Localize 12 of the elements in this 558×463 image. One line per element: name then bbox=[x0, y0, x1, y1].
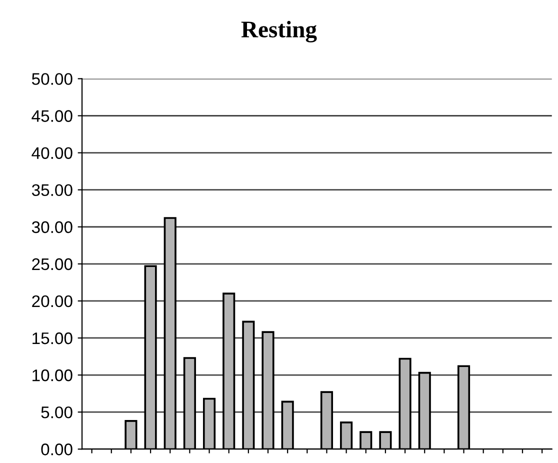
y-tick-label: 25.00 bbox=[32, 258, 72, 270]
chart-title: Resting bbox=[241, 20, 317, 42]
y-tick-label: 30.00 bbox=[32, 221, 72, 234]
y-tick-label: 0.00 bbox=[41, 444, 72, 456]
y-tick-label: 35.00 bbox=[32, 184, 72, 196]
y-tick-label: 40.00 bbox=[32, 147, 72, 159]
y-tick-label: 10.00 bbox=[32, 369, 72, 382]
y-tick-label: 5.00 bbox=[41, 406, 72, 418]
y-tick-label: 20.00 bbox=[32, 295, 72, 308]
y-tick-label: 45.00 bbox=[32, 110, 72, 122]
y-tick-label: 50.00 bbox=[32, 73, 72, 85]
y-tick-label: 15.00 bbox=[32, 332, 72, 344]
